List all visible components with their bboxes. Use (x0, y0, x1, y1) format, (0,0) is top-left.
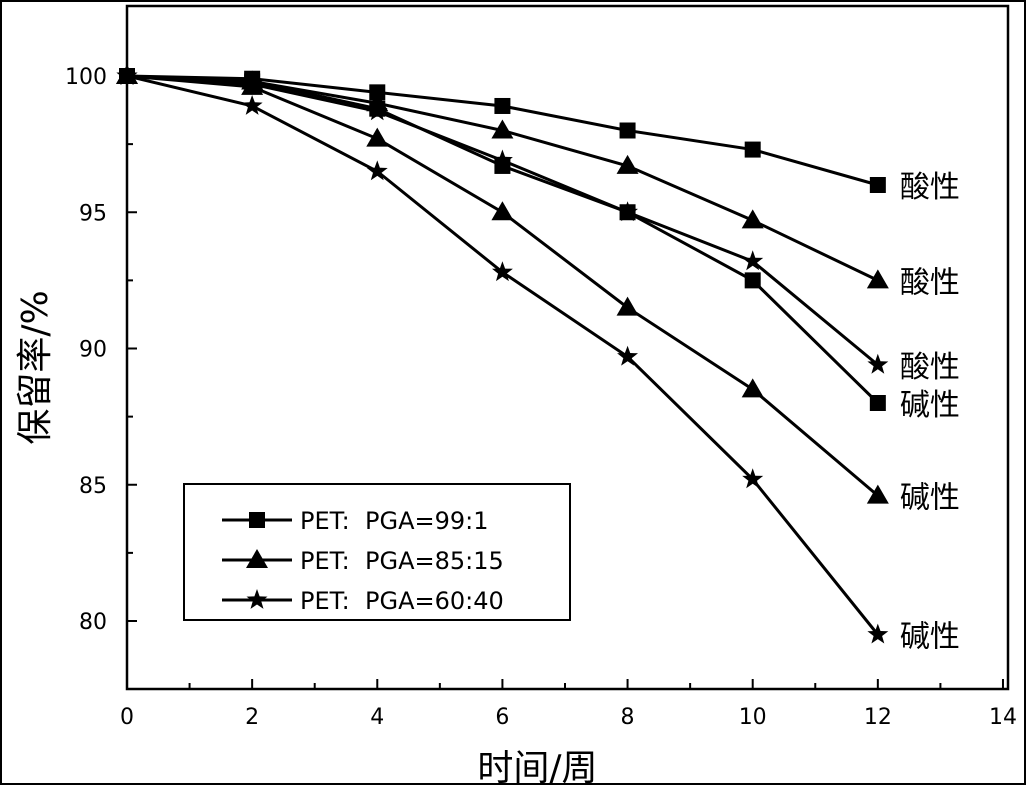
x-tick-label: 10 (739, 705, 767, 730)
data-point-star (492, 261, 513, 282)
data-point-triangle (491, 119, 514, 139)
data-point-triangle (866, 269, 889, 289)
x-tick-label: 12 (864, 705, 892, 730)
x-tick-label: 0 (120, 705, 134, 730)
x-axis-label: 时间/周 (477, 748, 597, 785)
condition-label: 酸性 (900, 350, 960, 385)
data-point-star (241, 95, 263, 115)
data-point-square (869, 395, 886, 411)
data-point-square (619, 204, 636, 221)
data-point-square (744, 141, 761, 158)
series-line (126, 74, 879, 367)
data-point-triangle (741, 378, 764, 398)
condition-label: 碱性 (900, 620, 960, 655)
legend-label: PET: PGA=60:40 (300, 587, 504, 615)
data-point-triangle (366, 127, 389, 147)
data-point-square (869, 177, 886, 193)
x-tick-label: 4 (370, 705, 384, 730)
x-tick-label: 14 (989, 705, 1017, 730)
legend-label: PET: PGA=99:1 (300, 507, 489, 535)
data-point-star (742, 250, 764, 271)
x-tick-label: 2 (245, 705, 259, 730)
data-point-square (369, 100, 386, 117)
legend: PET: PGA=99:1 PET: PGA=85:15 PET: PGA=60:4… (183, 483, 571, 621)
data-point-square (494, 157, 511, 174)
data-point-star (867, 623, 889, 644)
series-triangle-base: 碱性 (116, 65, 960, 516)
data-point-square (744, 272, 761, 289)
data-point-triangle (866, 484, 889, 504)
series-triangle-acid: 酸性 (116, 65, 960, 300)
data-point-triangle (616, 296, 639, 316)
legend-label: PET: PGA=85:15 (300, 547, 504, 575)
data-point-star (116, 65, 138, 85)
data-point-star (366, 160, 388, 181)
data-point-triangle (241, 75, 264, 95)
condition-label: 酸性 (900, 170, 960, 205)
y-tick-label: 80 (79, 610, 107, 635)
y-tick-label: 100 (65, 65, 107, 90)
data-point-triangle (616, 154, 639, 174)
y-tick-label: 85 (79, 474, 107, 499)
data-point-square (494, 97, 511, 114)
y-tick-label: 90 (79, 338, 107, 363)
x-tick-label: 8 (621, 705, 635, 730)
series-star-base: 碱性 (116, 65, 960, 655)
data-point-star (617, 345, 638, 366)
data-point-triangle (491, 201, 514, 221)
condition-label: 酸性 (900, 265, 960, 300)
data-point-star (742, 468, 764, 489)
x-tick-label: 6 (495, 705, 509, 730)
series-square-base: 碱性 (119, 68, 960, 423)
legend-marker-square (249, 512, 265, 528)
data-point-star (867, 353, 889, 374)
y-axis-label: 保留率/% (15, 290, 56, 444)
condition-label: 碱性 (900, 481, 960, 516)
series-line (126, 74, 879, 497)
legend-marker-star (246, 589, 268, 609)
legend-marker-triangle (246, 549, 268, 568)
y-tick-label: 95 (79, 201, 107, 226)
data-point-square (619, 122, 636, 139)
condition-label: 碱性 (900, 388, 960, 423)
data-point-triangle (741, 209, 764, 229)
